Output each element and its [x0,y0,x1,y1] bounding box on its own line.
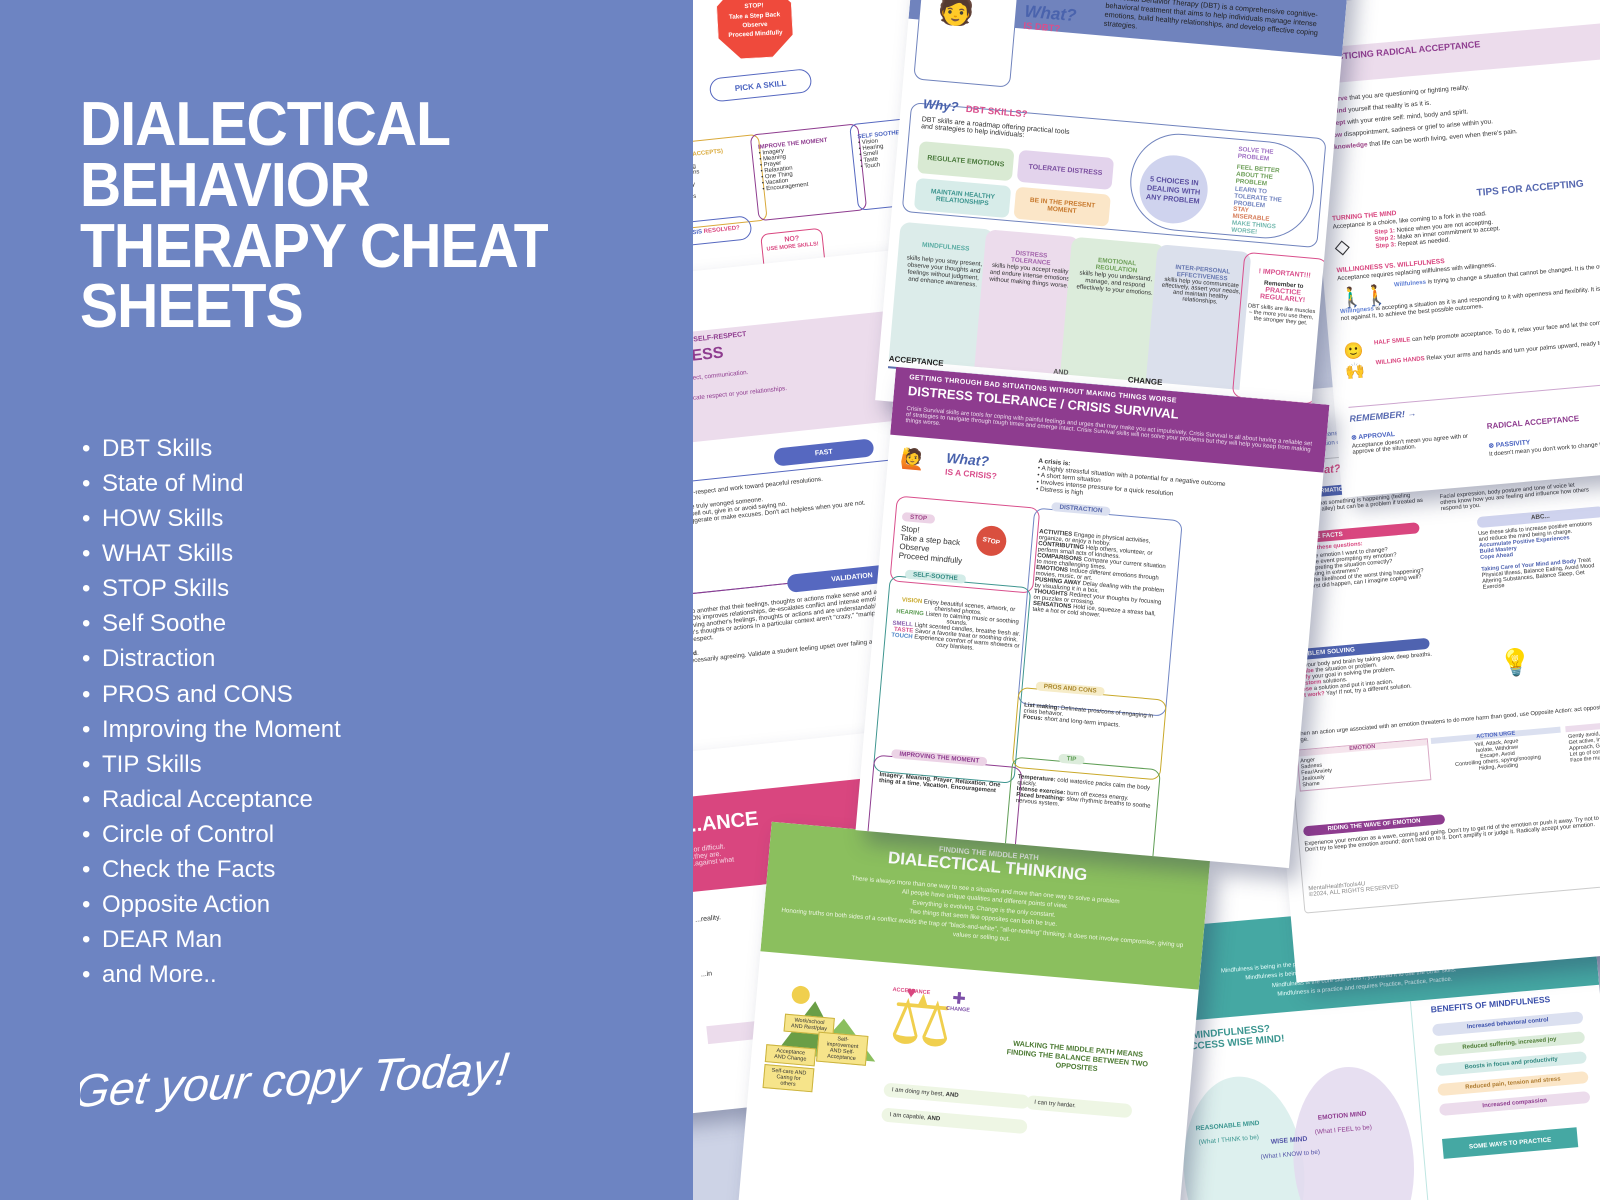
svg-text:Get your copy Today!: Get your copy Today! [80,1042,512,1117]
